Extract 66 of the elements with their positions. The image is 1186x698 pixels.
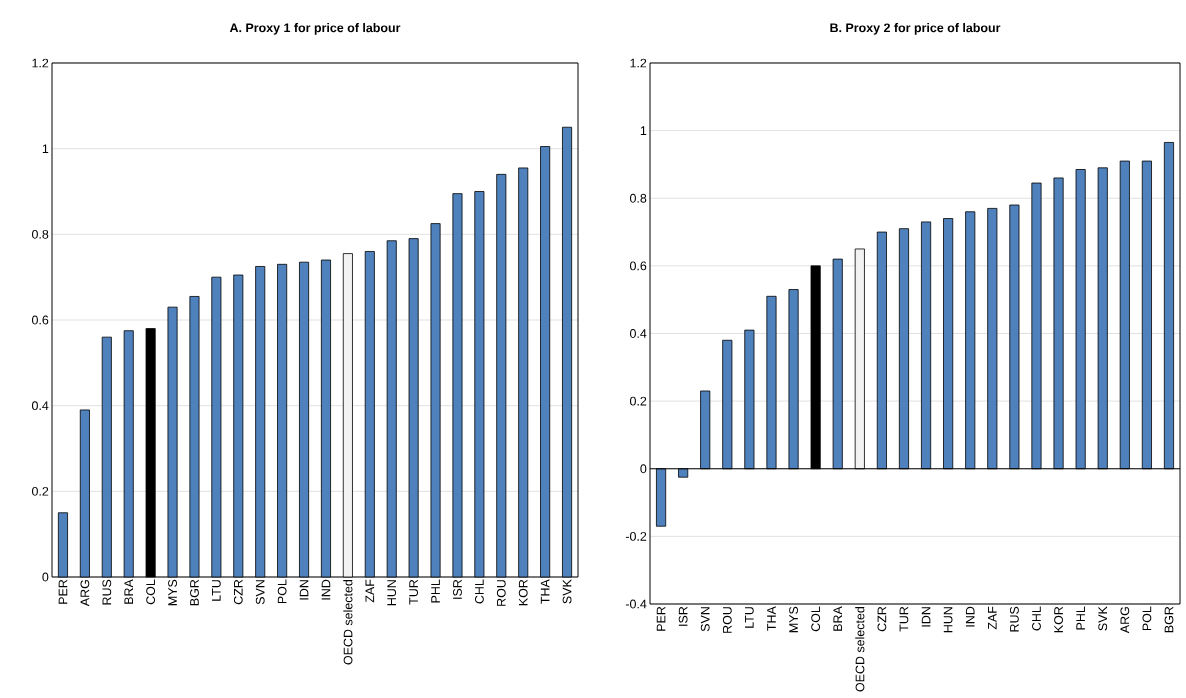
x-tick-label: SVK (1098, 606, 1108, 631)
x-tick-label: ISR (678, 606, 688, 626)
x-tick-label: HUN (387, 580, 397, 606)
x-tick-label: CHL (1032, 606, 1041, 631)
x-tick-label: LTU (212, 580, 221, 601)
y-tick-label: 1 (640, 126, 647, 135)
x-tick-label: CZR (233, 579, 243, 605)
x-tick-label: ROU (722, 607, 732, 633)
y-tick-label: 1.2 (630, 58, 647, 68)
x-tick-label: LTU (745, 607, 754, 628)
x-tick-label: PHL (1076, 606, 1085, 630)
x-tick-label: KOR (1054, 606, 1063, 633)
x-tick-label: THA (767, 606, 776, 631)
x-tick-label: MYS (789, 606, 798, 633)
x-tick-label: BRA (124, 579, 133, 604)
y-tick-label: 0 (640, 464, 647, 474)
y-tick-label: -0.4 (625, 599, 647, 609)
x-tick-label: ISR (453, 579, 462, 599)
y-tick-label: 0 (42, 572, 49, 582)
x-tick-label: IND (965, 606, 975, 627)
y-tick-label: 0.8 (31, 229, 49, 239)
x-tick-label: MYS (168, 579, 177, 606)
x-tick-label: ZAF (365, 579, 375, 603)
x-tick-label: IDN (921, 607, 931, 627)
x-tick-label: CZR (877, 606, 887, 632)
x-tick-label: OECD selected (855, 607, 865, 692)
x-tick-label: ROU (496, 580, 506, 606)
x-tick-label: TUR (899, 606, 909, 632)
x-tick-label: BGR (190, 579, 199, 606)
y-tick-label: 1.2 (32, 58, 49, 68)
y-tick-label: 0.4 (31, 401, 49, 411)
y-tick-label: 0.8 (629, 193, 647, 203)
x-tick-label: BGR (1164, 606, 1174, 633)
x-tick-label: CHL (474, 579, 484, 604)
x-tick-label: TUR (409, 579, 418, 605)
y-tick-label: 1 (42, 144, 49, 153)
y-tick-label: 0.6 (31, 315, 49, 325)
y-tick-label: -0.2 (625, 531, 647, 541)
y-tick-label: 0.2 (629, 396, 647, 406)
chart-title: A. Proxy 1 for price of labour (229, 23, 401, 35)
x-tick-label: RUS (102, 579, 112, 605)
x-tick-label: PER (656, 606, 666, 631)
x-tick-label: PHL (431, 579, 440, 603)
y-tick-label: 0.6 (629, 261, 647, 271)
x-tick-label: THA (540, 579, 550, 604)
x-tick-label: ZAF (988, 606, 997, 630)
x-tick-label: POL (1142, 606, 1152, 631)
x-tick-label: BRA (833, 606, 842, 631)
x-tick-label: ARG (1120, 607, 1130, 634)
x-tick-label: COL (146, 579, 156, 605)
x-tick-label: POL (277, 579, 287, 604)
chart-title: B. Proxy 2 for price of labour (830, 23, 1001, 35)
x-tick-label: OECD selected (343, 580, 353, 665)
x-tick-label: COL (811, 606, 821, 632)
y-tick-label: 0.2 (31, 486, 49, 496)
x-tick-label: SVN (255, 580, 265, 605)
x-tick-label: ARG (80, 580, 90, 607)
x-tick-label: IND (321, 579, 331, 600)
x-tick-label: SVK (562, 579, 572, 604)
x-tick-label: SVN (700, 607, 710, 632)
y-tick-label: 0.4 (629, 329, 647, 338)
x-tick-label: IDN (299, 580, 309, 600)
x-tick-label: PER (58, 579, 68, 604)
x-tick-label: RUS (1009, 606, 1019, 632)
x-tick-label: HUN (943, 607, 953, 633)
x-tick-label: KOR (518, 579, 528, 606)
